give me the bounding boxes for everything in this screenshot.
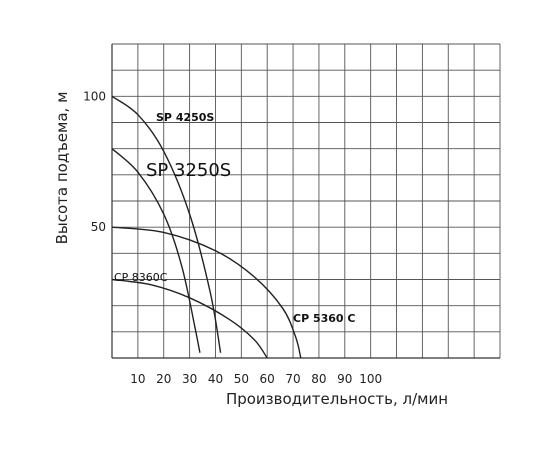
- axes: 10 20 30 40 50 60 70 80 90 100 50 100: [83, 44, 500, 386]
- x-tick-label: 50: [234, 372, 249, 386]
- x-tick-label: 30: [182, 372, 197, 386]
- y-tick-label: 50: [91, 220, 106, 234]
- x-tick-label: 40: [208, 372, 223, 386]
- y-tick-label: 100: [83, 89, 106, 103]
- series-cp-5360c-curve: [111, 226, 302, 359]
- series-sp-3250s-curve: [111, 148, 201, 353]
- series-sp-4250s-curve: [111, 95, 222, 353]
- labels: SP 4250S SP 3250S CP 5360 C CP 8360C: [114, 111, 355, 325]
- x-tick-label: 90: [337, 372, 352, 386]
- x-axis-title: Производительность, л/мин: [226, 390, 448, 408]
- curves: [111, 95, 302, 359]
- series-label-sp-3250s: SP 3250S: [146, 160, 231, 181]
- series-label-cp-8360c: CP 8360C: [114, 271, 168, 284]
- x-tick-label: 60: [260, 372, 275, 386]
- x-tick-label: 20: [156, 372, 171, 386]
- x-tick-label: 10: [130, 372, 145, 386]
- x-tick-label: 100: [359, 372, 382, 386]
- series-label-cp-5360c: CP 5360 C: [293, 312, 355, 325]
- x-tick-label: 70: [285, 372, 300, 386]
- y-axis-title: Высота подъема, м: [53, 92, 71, 245]
- x-tick-label: 80: [311, 372, 326, 386]
- grid: [112, 43, 501, 358]
- series-cp-8360c-curve: [111, 278, 268, 359]
- series-label-sp-4250s: SP 4250S: [156, 111, 214, 124]
